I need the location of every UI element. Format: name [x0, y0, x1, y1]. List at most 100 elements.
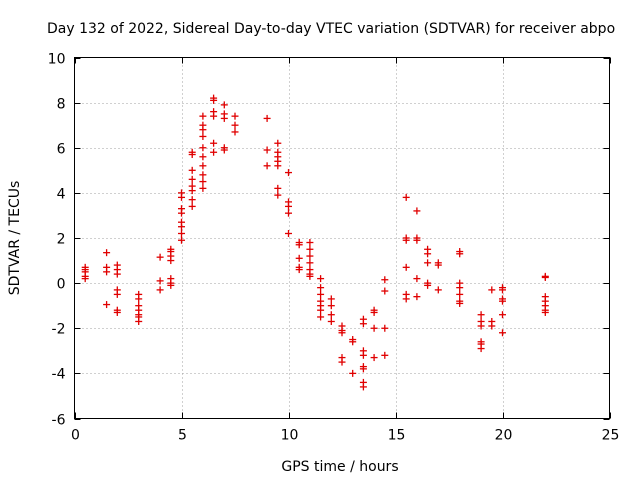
data-point [167, 257, 175, 265]
data-point [81, 275, 89, 283]
data-point [135, 295, 143, 303]
data-point [327, 311, 335, 319]
data-point [338, 358, 346, 366]
data-point [499, 297, 506, 305]
y-tick-label: 4 [57, 187, 66, 203]
data-point [317, 275, 325, 283]
x-axis-label: GPS time / hours [281, 459, 398, 475]
data-point [338, 329, 346, 337]
data-point [370, 324, 378, 332]
data-point [306, 239, 314, 247]
data-point [359, 365, 367, 373]
y-tick-label: 10 [48, 52, 66, 68]
data-point [210, 139, 218, 147]
data-point [156, 253, 164, 261]
data-point [199, 153, 207, 161]
data-point [113, 290, 121, 298]
data-point [199, 132, 207, 140]
data-point [424, 259, 432, 267]
data-point [188, 196, 196, 204]
data-point [167, 281, 175, 289]
data-points [81, 94, 549, 391]
data-point [156, 286, 164, 294]
data-point [370, 308, 378, 316]
data-point [274, 191, 282, 199]
data-point [317, 306, 325, 314]
data-point [381, 276, 389, 284]
data-point [188, 187, 196, 195]
x-tick-label: 25 [602, 428, 620, 444]
x-tick-label: 20 [495, 428, 513, 444]
data-point [327, 317, 335, 325]
y-tick-label: 2 [57, 232, 66, 248]
data-point [413, 293, 421, 301]
data-point [199, 144, 207, 152]
data-point [306, 252, 314, 260]
data-point [317, 284, 325, 292]
data-point [434, 261, 442, 269]
data-point [263, 146, 271, 154]
data-point [285, 229, 292, 237]
data-point [220, 114, 228, 122]
data-point [402, 193, 410, 201]
data-point [199, 184, 207, 192]
y-tick-label: 0 [57, 277, 66, 293]
data-point [188, 151, 196, 159]
data-point [103, 268, 111, 276]
data-point [381, 287, 389, 295]
data-point [274, 162, 282, 170]
data-point [488, 286, 496, 294]
data-point [285, 209, 292, 217]
y-tick-label: -2 [52, 322, 66, 338]
y-tick-label: -4 [52, 367, 66, 383]
data-point [413, 236, 421, 244]
x-tick-label: 15 [388, 428, 406, 444]
data-point [210, 148, 218, 156]
data-point [188, 202, 196, 210]
data-point [477, 345, 485, 353]
data-point [541, 308, 549, 316]
data-point [349, 338, 357, 346]
data-point [178, 223, 185, 231]
data-point [327, 302, 335, 310]
data-point [199, 112, 207, 120]
data-point [199, 171, 207, 179]
data-point [135, 317, 143, 325]
data-point [199, 126, 207, 134]
x-tick-label: 0 [71, 428, 80, 444]
data-point [103, 249, 111, 257]
data-point [477, 322, 485, 330]
data-point [285, 169, 292, 177]
data-point [306, 272, 314, 280]
data-point [178, 236, 185, 244]
data-point [424, 250, 432, 258]
data-point [178, 193, 185, 201]
data-point [231, 121, 239, 129]
data-point [295, 266, 303, 274]
data-point [231, 112, 239, 120]
data-point [499, 286, 506, 294]
y-axis-label: SDTVAR / TECUs [7, 181, 23, 296]
data-point [327, 295, 335, 303]
data-point [434, 286, 442, 294]
data-point [541, 273, 549, 281]
plot-frame [74, 57, 610, 419]
data-point [199, 178, 207, 186]
data-point [381, 351, 389, 359]
data-point [188, 175, 196, 183]
data-point [359, 351, 367, 359]
chart-title: Day 132 of 2022, Sidereal Day-to-day VTE… [47, 21, 615, 37]
data-point [210, 96, 218, 104]
data-point [220, 101, 228, 109]
data-point [306, 245, 314, 253]
data-point [424, 281, 432, 289]
data-point [263, 114, 271, 122]
data-point [285, 202, 292, 210]
x-tick-label: 10 [281, 428, 299, 444]
data-point [199, 162, 207, 170]
data-point [456, 299, 464, 307]
data-point [402, 236, 410, 244]
y-tick-label: 8 [57, 97, 66, 113]
data-point [295, 254, 303, 262]
